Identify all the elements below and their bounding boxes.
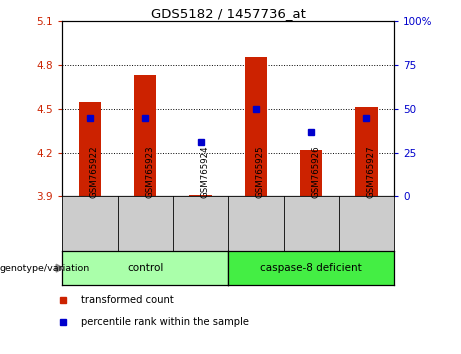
Bar — [134, 75, 156, 196]
Text: control: control — [127, 263, 163, 273]
Text: GSM765922: GSM765922 — [90, 145, 99, 198]
Bar — [245, 57, 267, 196]
Text: GSM765924: GSM765924 — [201, 145, 210, 198]
Text: GSM765926: GSM765926 — [311, 145, 320, 198]
Bar — [79, 102, 101, 196]
Text: percentile rank within the sample: percentile rank within the sample — [81, 316, 249, 327]
Text: GSM765923: GSM765923 — [145, 145, 154, 198]
Text: transformed count: transformed count — [81, 295, 173, 306]
Title: GDS5182 / 1457736_at: GDS5182 / 1457736_at — [151, 7, 306, 20]
Bar — [300, 150, 322, 196]
Text: GSM765927: GSM765927 — [366, 145, 376, 198]
Bar — [355, 107, 378, 196]
Text: genotype/variation: genotype/variation — [0, 264, 90, 273]
Text: caspase-8 deficient: caspase-8 deficient — [260, 263, 362, 273]
Bar — [189, 195, 212, 196]
Text: GSM765925: GSM765925 — [256, 145, 265, 198]
